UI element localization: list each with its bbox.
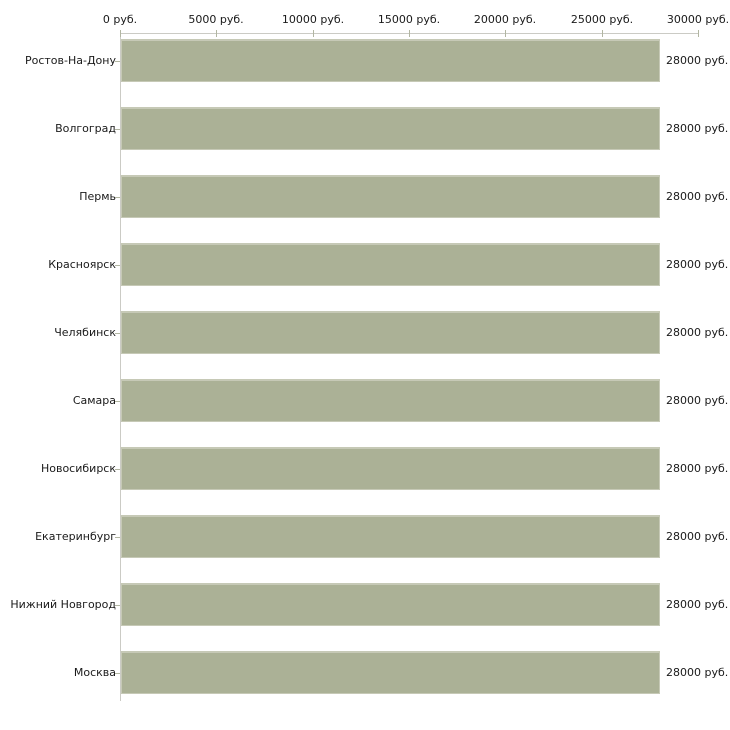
y-axis-line	[120, 33, 121, 701]
y-axis-tick-mark	[115, 605, 120, 606]
value-label: 28000 руб.	[666, 122, 729, 135]
x-axis-tick-label: 25000 руб.	[570, 13, 634, 26]
x-axis-tick-label: 0 руб.	[102, 13, 138, 26]
category-label: Ростов-На-Дону	[24, 54, 116, 67]
value-label: 28000 руб.	[666, 462, 729, 475]
bar-9	[121, 583, 660, 626]
bar-10	[121, 651, 660, 694]
bar-2	[121, 107, 660, 150]
category-label: Москва	[73, 666, 116, 679]
x-axis-tick-mark	[120, 30, 121, 37]
x-axis-tick-mark	[216, 30, 217, 37]
x-axis-tick-label: 30000 руб.	[666, 13, 730, 26]
y-axis-tick-mark	[115, 537, 120, 538]
value-label: 28000 руб.	[666, 258, 729, 271]
value-label: 28000 руб.	[666, 666, 729, 679]
value-label: 28000 руб.	[666, 54, 729, 67]
x-axis-tick-label: 10000 руб.	[281, 13, 345, 26]
category-label: Нижний Новгород	[10, 598, 116, 611]
y-axis-tick-mark	[115, 197, 120, 198]
x-axis-tick-mark	[698, 30, 699, 37]
bar-6	[121, 379, 660, 422]
bar-3	[121, 175, 660, 218]
y-axis-tick-mark	[115, 673, 120, 674]
category-label: Новосибирск	[40, 462, 116, 475]
value-label: 28000 руб.	[666, 598, 729, 611]
category-label: Челябинск	[54, 326, 116, 339]
category-label: Пермь	[79, 190, 116, 203]
y-axis-tick-mark	[115, 333, 120, 334]
x-axis-tick-label: 15000 руб.	[377, 13, 441, 26]
category-label: Самара	[72, 394, 116, 407]
y-axis-tick-mark	[115, 129, 120, 130]
category-label: Екатеринбург	[35, 530, 116, 543]
y-axis-tick-mark	[115, 265, 120, 266]
value-label: 28000 руб.	[666, 394, 729, 407]
bar-1	[121, 39, 660, 82]
bar-7	[121, 447, 660, 490]
y-axis-tick-mark	[115, 61, 120, 62]
x-axis-tick-label: 5000 руб.	[188, 13, 244, 26]
y-axis-tick-mark	[115, 469, 120, 470]
value-label: 28000 руб.	[666, 326, 729, 339]
bar-4	[121, 243, 660, 286]
category-label: Красноярск	[48, 258, 116, 271]
x-axis-tick-mark	[505, 30, 506, 37]
value-label: 28000 руб.	[666, 190, 729, 203]
x-axis-tick-label: 20000 руб.	[473, 13, 537, 26]
x-axis-tick-mark	[409, 30, 410, 37]
value-label: 28000 руб.	[666, 530, 729, 543]
bar-8	[121, 515, 660, 558]
bar-5	[121, 311, 660, 354]
category-label: Волгоград	[55, 122, 116, 135]
y-axis-tick-mark	[115, 401, 120, 402]
x-axis-tick-mark	[602, 30, 603, 37]
x-axis-tick-mark	[313, 30, 314, 37]
